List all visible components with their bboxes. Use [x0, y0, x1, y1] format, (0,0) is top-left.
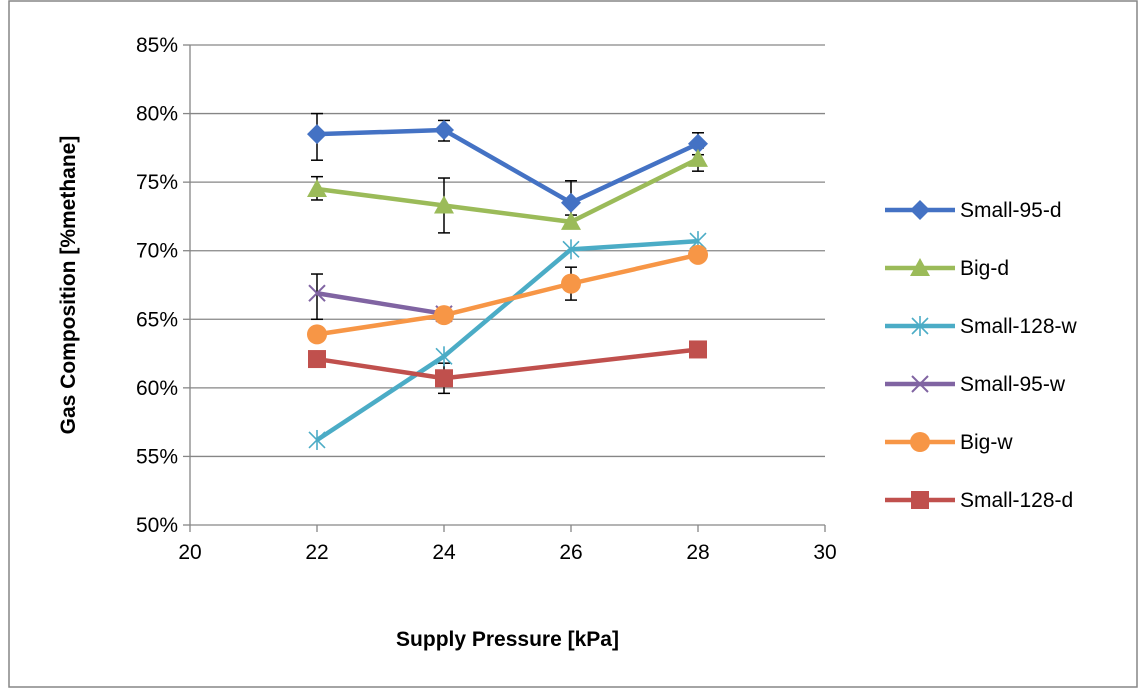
x-tick-label: 28: [686, 541, 709, 564]
data-point: [308, 284, 326, 302]
legend-label: Big-w: [960, 431, 1013, 454]
series-line: [316, 252, 699, 337]
legend-item-Big-w: Big-w: [885, 431, 1013, 454]
error-bar: [311, 273, 323, 321]
data-point: [307, 324, 327, 345]
series-Small-95-d: [307, 120, 708, 213]
x-tick-label: 20: [178, 541, 201, 564]
series-Big-d: [307, 148, 708, 230]
marker-stroke: [911, 375, 929, 393]
x-axis-title: Supply Pressure [kPa]: [396, 628, 619, 651]
legend-label: Big-d: [960, 257, 1009, 280]
series-Small-128-w: [308, 231, 707, 450]
data-point: [688, 244, 708, 265]
data-point: [434, 195, 454, 214]
x-tick-label: 24: [432, 541, 456, 564]
data-point: [434, 305, 454, 326]
data-point: [688, 148, 708, 167]
legend-swatch-marker: [911, 375, 929, 393]
series-line: [315, 238, 699, 442]
legend-label: Small-95-w: [960, 373, 1066, 396]
y-tick-label: 65%: [136, 308, 178, 331]
legend-item-Small-95-d: Small-95-d: [885, 199, 1062, 222]
legend-item-Small-128-w: Small-128-w: [885, 315, 1078, 338]
series-Big-w: [307, 244, 708, 345]
x-tick-label: 30: [813, 541, 836, 564]
y-tick-label: 60%: [136, 377, 178, 400]
series-lines: [307, 120, 708, 450]
x-tick-label: 22: [305, 541, 328, 564]
legend: Small-95-d Big-d Small-128-w Small-95-w Big-…: [885, 199, 1078, 512]
y-tick-label: 50%: [136, 514, 178, 537]
x-tick-label: 26: [559, 541, 582, 564]
y-tick-label: 85%: [136, 34, 178, 57]
data-point: [561, 273, 581, 294]
tick-labels: 50% 55% 60% 65% 70% 75% 80% 85% 20 22 24 26 28 30: [136, 34, 837, 564]
data-point: [308, 350, 326, 369]
series-Small-128-d: [308, 340, 707, 388]
y-tick-label: 55%: [136, 445, 178, 468]
legend-item-Big-d: Big-d: [885, 257, 1009, 280]
series-line: [316, 127, 699, 205]
data-point: [561, 192, 581, 213]
legend-item-Small-128-d: Small-128-d: [885, 489, 1073, 512]
data-point: [435, 369, 453, 388]
data-point: [307, 124, 327, 145]
legend-swatch-marker: [911, 491, 929, 509]
series-line: [316, 156, 700, 225]
data-point: [689, 340, 707, 359]
marker-stroke: [308, 284, 326, 302]
chart-border: [8, 0, 1138, 688]
data-point: [434, 120, 454, 141]
data-point: [307, 179, 327, 197]
legend-label: Small-95-d: [960, 199, 1062, 222]
legend-swatch-marker: [911, 316, 929, 336]
data-point: [688, 133, 708, 154]
y-tick-label: 80%: [136, 103, 178, 126]
legend-label: Small-128-d: [960, 489, 1073, 512]
axes: [183, 44, 826, 532]
legend-swatch-marker: [910, 200, 930, 220]
legend-swatch-marker: [910, 258, 930, 276]
y-tick-label: 75%: [136, 171, 178, 194]
legend-label: Small-128-w: [960, 315, 1078, 338]
y-axis-title: Gas Composition [%methane]: [57, 136, 80, 435]
series-line: [316, 291, 445, 317]
legend-swatch-marker: [910, 432, 930, 452]
data-point: [308, 429, 326, 450]
data-point: [561, 211, 581, 230]
legend-item-Small-95-w: Small-95-w: [885, 373, 1066, 396]
data-point: [562, 239, 580, 260]
gridlines: [190, 44, 825, 458]
y-tick-label: 70%: [136, 240, 178, 263]
data-point: [435, 346, 453, 367]
